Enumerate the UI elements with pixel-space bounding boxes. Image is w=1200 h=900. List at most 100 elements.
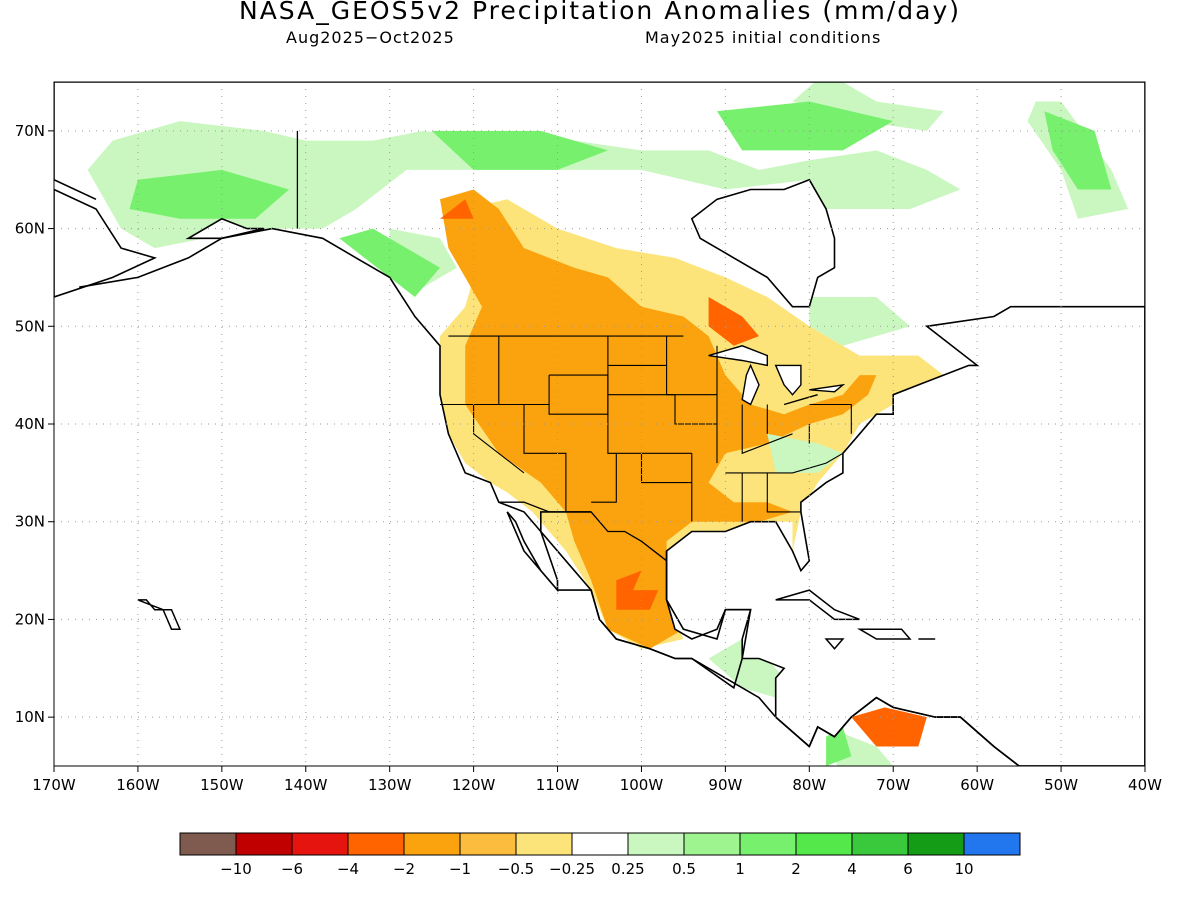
colorbar-label: −1: [449, 860, 471, 878]
colorbar-label: 10: [954, 860, 973, 878]
wet-light-region: [708, 629, 785, 698]
great-lake: [774, 364, 802, 396]
longitude-tick-label: 50W: [1044, 776, 1078, 794]
island: [856, 628, 912, 640]
colorbar-label: −2: [393, 860, 415, 878]
wet-moderate-region: [431, 130, 608, 170]
wet-light-region: [767, 433, 843, 473]
state-boundary: [674, 394, 717, 425]
great-lake: [741, 363, 760, 406]
state-boundary: [607, 336, 692, 454]
state-boundary: [473, 404, 525, 474]
colorbar-label: 0.5: [672, 860, 696, 878]
latitude-tick-label: 60N: [15, 220, 45, 238]
wet-light-region: [792, 82, 944, 131]
colorbar-label: −6: [281, 860, 303, 878]
colorbar-label: −4: [337, 860, 359, 878]
wet-moderate-region: [129, 169, 289, 219]
ocean-water: [54, 189, 155, 297]
map-title: NASA_GEOS5v2 Precipitation Anomalies (mm…: [239, 0, 961, 25]
island: [824, 638, 845, 650]
state-boundary: [666, 336, 717, 396]
latitude-tick-label: 40N: [15, 415, 45, 433]
state-boundary: [766, 472, 801, 513]
colorbar: −10 −6 −4 −2 −1 −0.5 −0.25 0.25 0.5 1 2 4 6 10: [179, 832, 1021, 878]
longitude-tick-label: 100W: [620, 776, 664, 794]
colorbar-swatch: [459, 832, 517, 856]
colorbar-label: −0.25: [549, 860, 595, 878]
colorbar-swatch: [179, 832, 237, 856]
colorbar-label: 6: [903, 860, 913, 878]
colorbar-swatch: [403, 832, 461, 856]
dry-moderate-region: [440, 189, 877, 649]
longitude-tick-label: 70W: [876, 776, 910, 794]
dry-strong-region: [440, 199, 474, 219]
dry-strong-region: [851, 707, 927, 747]
colorbar-swatch: [627, 832, 685, 856]
longitude-tick-label: 120W: [452, 776, 496, 794]
latitude-tick-label: 50N: [15, 317, 45, 335]
coastline: [185, 217, 264, 240]
valid-period-label: Aug2025−Oct2025: [286, 28, 455, 47]
colorbar-label: 0.25: [611, 860, 644, 878]
coastline: [665, 305, 1145, 766]
colorbar-label: −0.5: [498, 860, 534, 878]
anomaly-shading-layer: [54, 82, 1145, 766]
wet-moderate-region: [339, 228, 440, 297]
colorbar-swatch: [739, 832, 797, 856]
wet-moderate-region: [1044, 111, 1112, 190]
colorbar-swatch: [963, 832, 1021, 856]
wet-light-region: [809, 297, 910, 346]
great-lake: [809, 383, 846, 393]
coastline: [54, 82, 1145, 766]
wet-moderate-region: [717, 101, 894, 151]
wet-moderate-region: [826, 726, 852, 766]
colorbar-swatch: [347, 832, 405, 856]
ocean-water: [188, 218, 264, 239]
longitude-tick-label: 160W: [116, 776, 160, 794]
longitude-tick-label: 150W: [200, 776, 244, 794]
longitude-tick-label: 40W: [1128, 776, 1162, 794]
colorbar-label: −10: [220, 860, 252, 878]
longitude-tick-label: 170W: [32, 776, 76, 794]
longitude-tick-label: 110W: [536, 776, 580, 794]
longitude-tick-label: 140W: [284, 776, 328, 794]
colorbar-swatch: [235, 832, 293, 856]
coastline: [539, 511, 752, 690]
colorbar-swatch: [851, 832, 909, 856]
longitude-tick-label: 60W: [960, 776, 994, 794]
latitude-axis: 10N 20N 30N 40N 50N 60N 70N: [15, 122, 54, 726]
longitude-tick-label: 130W: [368, 776, 412, 794]
colorbar-label: 2: [791, 860, 801, 878]
latitude-tick-label: 20N: [15, 610, 45, 628]
colorbar-swatch: [907, 832, 965, 856]
great-lake: [708, 345, 768, 367]
national-border: [498, 501, 667, 562]
colorbar-swatch: [291, 832, 349, 856]
state-boundary: [809, 403, 852, 434]
state-boundary: [591, 453, 617, 503]
initial-conditions-label: May2025 initial conditions: [645, 28, 882, 47]
longitude-tick-label: 80W: [792, 776, 826, 794]
latitude-tick-label: 70N: [15, 122, 45, 140]
dry-strong-region: [708, 297, 759, 346]
colorbar-label: 1: [735, 860, 745, 878]
state-boundary: [741, 404, 793, 455]
colorbar-swatch: [795, 832, 853, 856]
longitude-tick-label: 90W: [708, 776, 742, 794]
ocean-water: [691, 179, 835, 307]
longitude-axis: 170W 160W 150W 140W 130W 120W 110W 100W 90W 80W 70…: [32, 766, 1162, 794]
latitude-tick-label: 30N: [15, 513, 45, 531]
state-boundary: [640, 453, 692, 484]
ocean-water: [666, 306, 1145, 766]
dry-strong-region: [616, 570, 659, 610]
coastline: [690, 178, 836, 308]
colorbar-swatch: [571, 832, 629, 856]
latitude-tick-label: 10N: [15, 708, 45, 726]
colorbar-swatch: [683, 832, 741, 856]
coastline: [54, 188, 157, 298]
island: [137, 599, 182, 630]
colorbar-swatch: [515, 832, 573, 856]
colorbar-label: 4: [847, 860, 857, 878]
